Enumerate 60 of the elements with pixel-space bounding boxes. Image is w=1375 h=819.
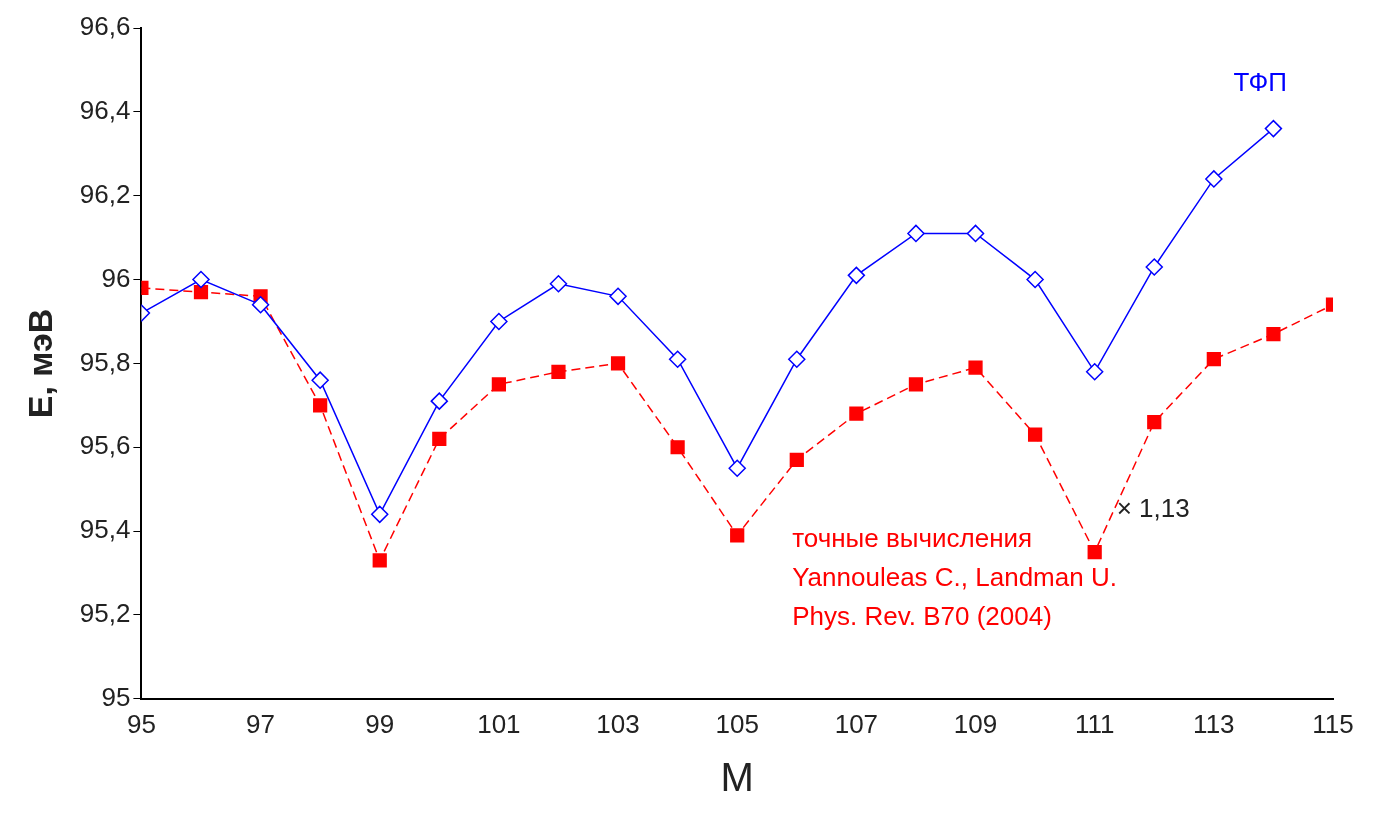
point: [847, 266, 866, 285]
point: [192, 270, 210, 289]
point: [1264, 119, 1283, 138]
point: [251, 295, 270, 314]
y-tick-label: 96: [101, 262, 131, 293]
point: [311, 371, 329, 389]
point: [490, 312, 508, 331]
point: [432, 431, 447, 446]
point: [1026, 270, 1044, 289]
point: [1027, 427, 1043, 442]
y-tick-label: 96,6: [79, 11, 131, 42]
point: [372, 553, 387, 568]
point: [668, 350, 687, 368]
point: [1206, 352, 1221, 367]
point: [430, 392, 449, 410]
point: [610, 356, 626, 371]
point: [313, 398, 328, 413]
x-tick-label: 111: [1074, 708, 1115, 739]
point: [1085, 363, 1104, 381]
point: [968, 360, 983, 375]
x-tick-label: 99: [365, 708, 395, 739]
x-tick-label: 115: [1312, 708, 1354, 739]
point: [1087, 544, 1102, 560]
point: [670, 440, 685, 455]
point: [908, 377, 924, 392]
series-label: точные вычисления Yannouleas C., Landman U. Phys. Rev. B70 (2004): [792, 523, 1117, 632]
x-tick-label: 113: [1193, 708, 1235, 739]
point: [491, 377, 506, 392]
x-tick-label: 109: [953, 708, 998, 739]
point: [728, 459, 746, 477]
point: [609, 287, 627, 306]
point: [966, 224, 985, 243]
x-tick-label: 101: [477, 708, 521, 739]
y-axis-title: E, мэВ: [20, 308, 59, 419]
point: [1147, 414, 1162, 430]
x-tick-label: 105: [715, 708, 759, 739]
point: [370, 505, 389, 524]
point: [1145, 258, 1164, 276]
point: [193, 285, 209, 300]
annotation: × 1,13: [1116, 493, 1190, 524]
y-tick-label: 96,4: [79, 95, 131, 126]
point: [551, 364, 566, 379]
y-tick-label: 95,6: [79, 430, 131, 461]
point: [549, 274, 568, 293]
x-tick-label: 103: [596, 708, 640, 739]
point: [849, 406, 864, 421]
y-tick-label: 96,2: [79, 178, 131, 209]
y-tick-label: 95,4: [79, 514, 131, 545]
series-label: ТФП: [1233, 66, 1287, 97]
point: [907, 224, 925, 243]
point: [1205, 170, 1223, 188]
x-tick-label: 107: [834, 708, 879, 739]
x-axis-title: M: [720, 755, 754, 800]
x-tick-label: 97: [246, 708, 276, 739]
point: [1266, 326, 1281, 342]
point: [789, 452, 804, 467]
point: [788, 350, 806, 368]
y-tick-label: 95,2: [79, 598, 131, 629]
y-tick-label: 95,8: [79, 346, 131, 377]
point: [730, 528, 745, 543]
